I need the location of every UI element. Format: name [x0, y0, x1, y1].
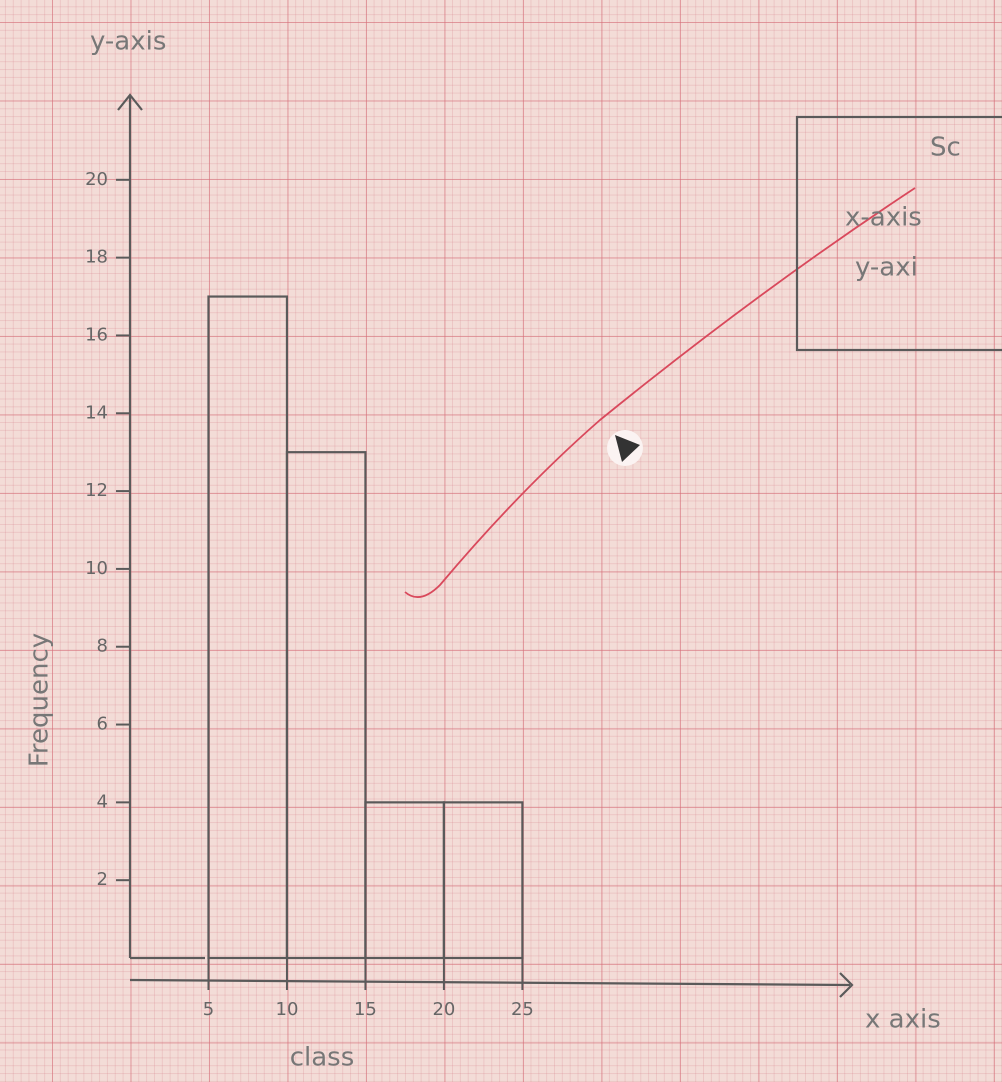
bar	[365, 802, 443, 958]
y-axis-label: y-axis	[90, 27, 166, 57]
y-tick-label: 10	[85, 558, 108, 579]
x-tick-label: 10	[276, 999, 299, 1020]
y-tick-label: 20	[85, 169, 108, 190]
x-axis	[130, 980, 850, 985]
y-tick-label: 16	[85, 324, 108, 345]
y-tick-label: 8	[97, 636, 108, 657]
x-tick-label: 20	[432, 999, 455, 1020]
scale-line: y-axi	[855, 253, 918, 283]
x-axis-label: x axis	[865, 1005, 941, 1035]
x-tick-label: 5	[203, 999, 214, 1020]
scale-line: x-axis	[845, 203, 922, 233]
scale-box	[797, 117, 1002, 350]
bar	[208, 297, 286, 958]
y-tick-label: 6	[97, 714, 108, 735]
bar	[444, 802, 522, 958]
stray-curve	[405, 188, 915, 597]
x-tick-label: 25	[511, 999, 534, 1020]
y-tick-label: 2	[97, 869, 108, 890]
y-tick-label: 14	[85, 402, 108, 423]
y-title: Frequency	[25, 633, 55, 767]
scale-title: Sc	[930, 133, 961, 163]
graph-paper: Sc x-axis y-axi y-axis x axis Frequency …	[0, 0, 1002, 1082]
x-title: class	[290, 1043, 355, 1073]
x-tick-label: 15	[354, 999, 377, 1020]
y-tick-label: 12	[85, 480, 108, 501]
y-tick-label: 4	[97, 791, 108, 812]
y-tick-label: 18	[85, 247, 108, 268]
bar	[287, 452, 365, 958]
